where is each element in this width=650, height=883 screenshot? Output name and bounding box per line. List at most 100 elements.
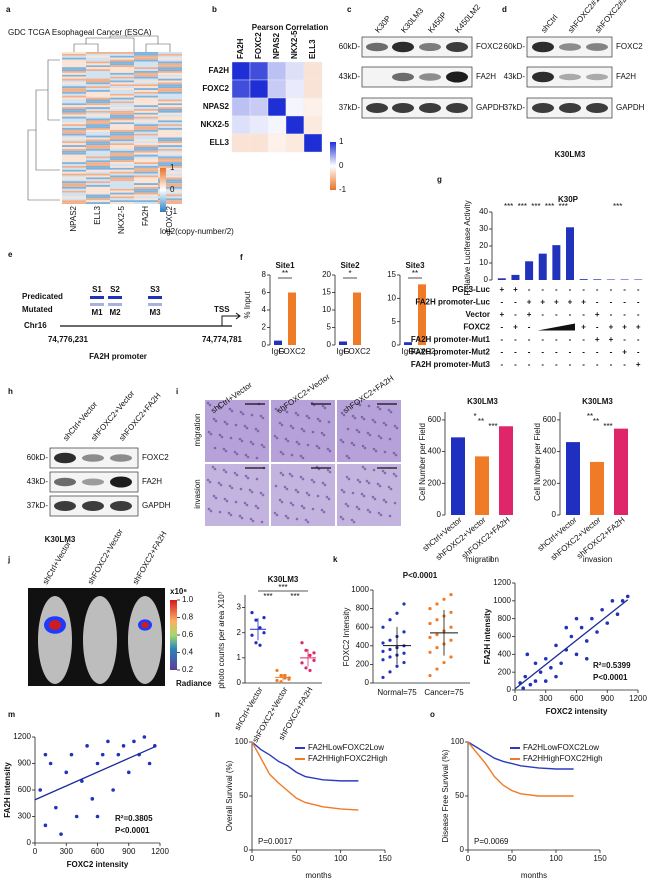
legend-label: FA2HLowFOXC2Low: [523, 743, 599, 752]
cell: [339, 438, 343, 442]
heatmap-cell: [110, 69, 134, 71]
point: [95, 761, 100, 766]
y-label: % Input: [243, 291, 252, 319]
cell: [238, 514, 242, 518]
heatmap-cell: [134, 194, 158, 197]
sign: -: [582, 310, 585, 319]
bar: [499, 426, 513, 515]
col-label: NKX2-5: [290, 30, 299, 59]
cell: [328, 449, 332, 453]
sign: -: [500, 360, 503, 369]
sign: -: [514, 348, 517, 357]
cell: [344, 502, 348, 506]
point: [38, 788, 43, 792]
x-tick-label: FOXC2: [279, 347, 306, 356]
cell: [393, 501, 397, 505]
sign: -: [637, 310, 640, 319]
heatmap-cell: [62, 63, 86, 66]
matrix-cell: [303, 133, 323, 153]
heatmap-cell: [158, 71, 182, 73]
sign: +: [554, 298, 559, 307]
y-tick-label: 200: [356, 660, 370, 669]
cell: [249, 440, 253, 444]
heatmap-cell: [158, 137, 182, 140]
cell: [357, 430, 361, 434]
significance: **: [412, 269, 418, 278]
colorbar-tick: -1: [339, 185, 347, 194]
heatmap-cell: [86, 190, 110, 193]
cell: [316, 417, 320, 421]
cell: [342, 490, 346, 494]
heatmap-cell: [158, 185, 182, 187]
point: [584, 639, 589, 643]
heatmap-cell: [86, 95, 110, 98]
cell: [388, 437, 392, 441]
heatmap-cell: [158, 52, 182, 54]
heatmap-cell: [62, 150, 86, 153]
sign: -: [528, 323, 531, 332]
cell: [296, 413, 300, 417]
heatmap-cell: [110, 156, 134, 159]
band: [392, 72, 414, 82]
sign: -: [610, 310, 613, 319]
sign: -: [582, 348, 585, 357]
point: [258, 626, 262, 630]
row-label: FA2H promoter-Mut1: [411, 335, 491, 344]
cell: [243, 501, 247, 505]
x-tick-label: 600: [570, 694, 584, 703]
heatmap-cell: [62, 74, 86, 77]
title: Site3: [405, 261, 425, 270]
cell: [240, 516, 244, 520]
col-label: FOXC2: [254, 32, 263, 59]
heatmap-cell: [134, 175, 158, 178]
site-box: [108, 296, 122, 299]
cell: [347, 477, 351, 481]
cell: [383, 450, 387, 454]
y-tick-label: 600: [543, 415, 557, 424]
cell: [229, 436, 233, 440]
cell: [246, 476, 250, 480]
heatmap-cell: [110, 160, 134, 163]
marker: 43kD-: [504, 72, 526, 81]
heatmap-cell: [158, 118, 182, 121]
heatmap-cell: [86, 137, 110, 140]
sign: -: [555, 335, 558, 344]
heatmap-cell: [86, 156, 110, 159]
y-tick-label: 3: [237, 603, 242, 612]
heatmap-cell: [86, 120, 110, 123]
point: [554, 674, 558, 679]
heatmap-cell: [158, 154, 182, 157]
matrix-cell: [267, 133, 287, 153]
heatmap-cell: [134, 126, 158, 128]
heatmap-cell: [86, 139, 110, 142]
significance: ***: [263, 592, 272, 601]
heatmap-cell: [86, 145, 110, 147]
cell: [290, 474, 294, 478]
bar: [339, 341, 347, 345]
lane-label: K450P: [426, 10, 448, 34]
y-label: Cell Number per Field: [418, 423, 427, 501]
cell: [389, 487, 393, 491]
point: [625, 594, 630, 599]
bar: [353, 292, 361, 345]
cell: [220, 435, 224, 439]
heatmap-cell: [158, 95, 182, 98]
cell: [235, 473, 239, 477]
heatmap-cell: [86, 160, 110, 163]
heatmap-cell: [62, 88, 86, 90]
heatmap-cell: [86, 72, 110, 75]
heatmap-cell: [158, 114, 182, 117]
sign: -: [555, 348, 558, 357]
y-tick-label: 0: [365, 678, 370, 687]
heatmap-cell: [62, 158, 86, 161]
heatmap-cell: [62, 188, 86, 191]
point: [142, 735, 147, 739]
sign: -: [623, 360, 626, 369]
heatmap-cell: [110, 120, 134, 123]
fit-line: [34, 746, 156, 801]
heatmap-cell: [86, 69, 110, 71]
heatmap-cell: [134, 93, 158, 96]
colorbar: [170, 600, 177, 670]
y-tick-label: 5: [327, 323, 332, 332]
x-tick-label: 300: [60, 847, 74, 856]
